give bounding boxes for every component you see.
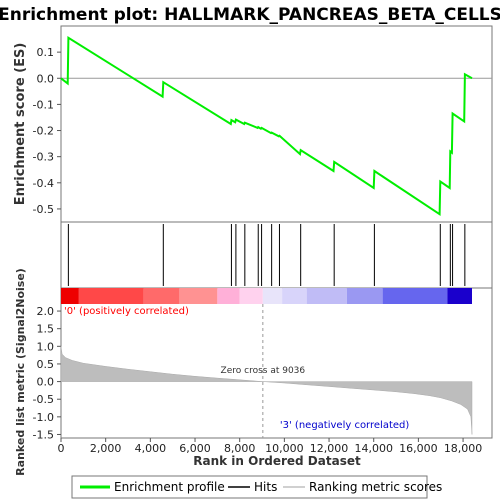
es-y-tick-label: -0.5 (33, 203, 54, 216)
rank-heatmap-bar (61, 288, 472, 304)
es-panel-frame (60, 25, 493, 223)
x-axis: 0 2,000 4,000 6,000 8,000 10,000 12,000 14,000 1… (58, 438, 483, 455)
legend-metric-label: Ranking metric scores (309, 480, 442, 494)
metric-y-tick-label: -1.5 (33, 428, 54, 441)
es-y-tick-label: 0.0 (37, 72, 55, 85)
metric-y-tick-label: -0.5 (33, 393, 54, 406)
x-tick-label: 6,000 (179, 442, 211, 455)
metric-y-tick-label: 1.5 (37, 323, 55, 336)
chart-title: Enrichment plot: HALLMARK_PANCREAS_BETA_… (0, 5, 500, 25)
x-tick-label: 12,000 (310, 442, 349, 455)
x-axis-title: Rank in Ordered Dataset (193, 454, 361, 468)
metric-y-tick-label: 2.0 (37, 305, 55, 318)
heatmap-segment (306, 288, 347, 304)
negative-correlation-label: '3' (negatively correlated) (280, 420, 409, 431)
metric-y-axis: -1.5 -1.0 -0.5 0.0 0.5 1.0 1.5 2.0 (33, 305, 61, 441)
heatmap-segment (382, 288, 448, 304)
es-y-axis: -0.5 -0.4 -0.3 -0.2 -0.1 0.0 0.1 (33, 46, 61, 216)
heatmap-segment (179, 288, 218, 304)
heatmap-segment (78, 288, 144, 304)
x-tick-label: 2,000 (90, 442, 122, 455)
heatmap-segment (262, 288, 283, 304)
zero-cross-label: Zero cross at 9036 (221, 366, 306, 376)
metric-y-tick-label: 0.5 (37, 358, 55, 371)
enrichment-profile-line (60, 36, 473, 217)
es-y-tick-label: -0.1 (33, 98, 54, 111)
es-y-tick-label: 0.1 (37, 46, 55, 59)
es-y-tick-label: -0.4 (33, 177, 54, 190)
positive-correlation-label: '0' (positively correlated) (64, 306, 189, 317)
heatmap-segment (282, 288, 307, 304)
x-tick-label: 0 (58, 442, 65, 455)
es-y-tick-label: -0.3 (33, 151, 54, 164)
heatmap-segment (346, 288, 383, 304)
heatmap-segment (61, 288, 79, 304)
hits-panel-frame (60, 221, 493, 289)
metric-y-tick-label: 0.0 (37, 376, 55, 389)
x-tick-label: 14,000 (354, 442, 393, 455)
metric-y-tick-label: -1.0 (33, 411, 54, 424)
heatmap-segment (447, 288, 472, 304)
metric-y-axis-title: Ranked list metric (Signal2Noise) (14, 268, 27, 476)
legend-hits-label: Hits (254, 480, 277, 494)
es-y-axis-title: Enrichment score (ES) (13, 43, 28, 206)
hits-marks (67, 224, 466, 286)
metric-panel-frame (60, 287, 493, 439)
x-tick-label: 8,000 (224, 442, 256, 455)
heatmap-segment (217, 288, 240, 304)
x-tick-label: 4,000 (135, 442, 167, 455)
x-tick-label: 16,000 (399, 442, 438, 455)
x-tick-label: 10,000 (265, 442, 304, 455)
ranking-metric-area (60, 346, 473, 435)
legend: Enrichment profile Hits Ranking metric s… (71, 475, 442, 499)
x-tick-label: 18,000 (444, 442, 483, 455)
heatmap-segment (239, 288, 263, 304)
es-y-tick-label: -0.2 (33, 125, 54, 138)
legend-enrichment-label: Enrichment profile (114, 480, 225, 494)
heatmap-segment (143, 288, 180, 304)
metric-y-tick-label: 1.0 (37, 340, 55, 353)
